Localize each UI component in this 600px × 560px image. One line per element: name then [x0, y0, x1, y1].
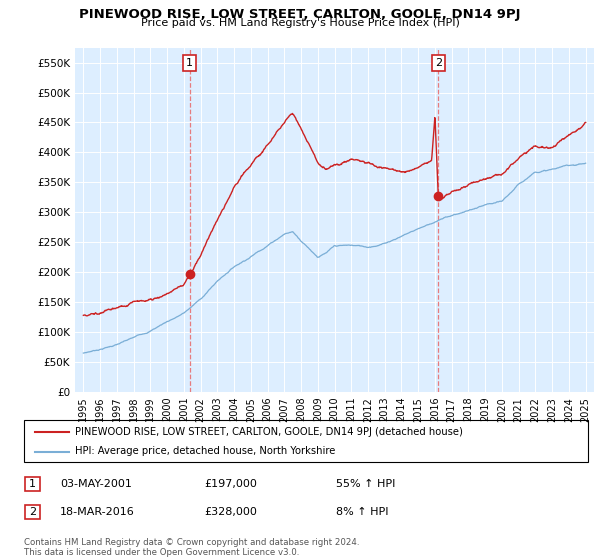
Text: PINEWOOD RISE, LOW STREET, CARLTON, GOOLE, DN14 9PJ: PINEWOOD RISE, LOW STREET, CARLTON, GOOL…: [79, 8, 521, 21]
Text: HPI: Average price, detached house, North Yorkshire: HPI: Average price, detached house, Nort…: [75, 446, 335, 456]
Text: £197,000: £197,000: [204, 479, 257, 489]
Text: 03-MAY-2001: 03-MAY-2001: [60, 479, 132, 489]
Text: 8% ↑ HPI: 8% ↑ HPI: [336, 507, 389, 517]
Text: £328,000: £328,000: [204, 507, 257, 517]
Text: 1: 1: [29, 479, 36, 489]
Text: 55% ↑ HPI: 55% ↑ HPI: [336, 479, 395, 489]
Text: 1: 1: [186, 58, 193, 68]
Text: 18-MAR-2016: 18-MAR-2016: [60, 507, 135, 517]
Text: Contains HM Land Registry data © Crown copyright and database right 2024.
This d: Contains HM Land Registry data © Crown c…: [24, 538, 359, 557]
Text: PINEWOOD RISE, LOW STREET, CARLTON, GOOLE, DN14 9PJ (detached house): PINEWOOD RISE, LOW STREET, CARLTON, GOOL…: [75, 427, 463, 437]
Text: 2: 2: [29, 507, 36, 517]
Text: 2: 2: [435, 58, 442, 68]
Text: Price paid vs. HM Land Registry's House Price Index (HPI): Price paid vs. HM Land Registry's House …: [140, 18, 460, 28]
